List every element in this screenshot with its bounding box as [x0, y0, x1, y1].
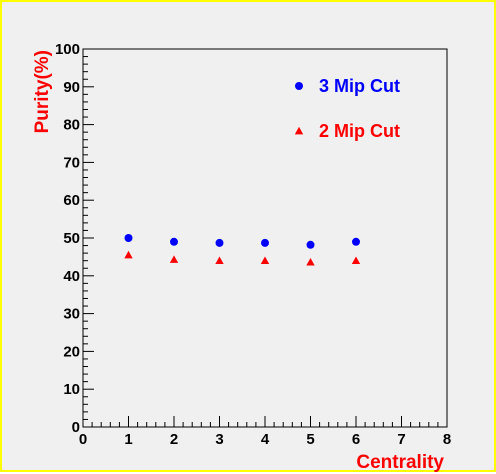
- legend-label: 2 Mip Cut: [319, 121, 400, 141]
- legend-marker-circle: [295, 82, 303, 90]
- x-tick-label: 8: [443, 431, 451, 448]
- data-point-circle: [352, 237, 360, 246]
- legend-label: 3 Mip Cut: [319, 76, 400, 96]
- x-tick-label: 4: [261, 431, 270, 448]
- data-marks: [124, 234, 361, 266]
- y-tick-label: 30: [63, 306, 80, 323]
- data-point-circle: [124, 234, 133, 242]
- x-tick-label: 7: [397, 431, 405, 448]
- y-tick-label: 100: [55, 41, 80, 58]
- plot-frame: [82, 48, 448, 428]
- x-tick-label: 1: [124, 431, 132, 448]
- y-tick-label: 50: [63, 230, 80, 247]
- x-axis-ticks: 0 1 2 3 4 5 6 7 8: [79, 416, 451, 448]
- legend-marker-triangle: [294, 126, 304, 135]
- y-tick-label: 70: [63, 154, 80, 171]
- y-tick-label: 10: [63, 381, 80, 398]
- data-point-triangle: [260, 256, 270, 265]
- legend: 3 Mip Cut 2 Mip Cut: [294, 76, 400, 141]
- y-axis-title: Purity(%): [32, 50, 53, 133]
- data-point-triangle: [351, 256, 361, 265]
- x-tick-label: 5: [306, 431, 314, 448]
- x-tick-label: 2: [170, 431, 178, 448]
- data-point-circle: [306, 240, 315, 249]
- y-tick-label: 60: [63, 192, 80, 209]
- data-point-circle: [261, 238, 269, 247]
- data-point-triangle: [169, 255, 179, 263]
- data-point-triangle: [124, 250, 133, 259]
- data-point-triangle: [215, 256, 224, 265]
- x-tick-label: 3: [215, 431, 223, 448]
- data-point-triangle: [306, 257, 315, 266]
- data-point-circle: [170, 237, 178, 246]
- y-tick-label: 20: [63, 343, 80, 360]
- x-tick-label: 6: [352, 431, 360, 448]
- y-tick-label: 90: [63, 79, 80, 96]
- y-tick-label: 40: [63, 268, 80, 285]
- data-point-circle: [215, 238, 224, 247]
- y-axis-ticks: 0 10 20 30 40 50 60 70 80 90 100: [55, 41, 94, 436]
- y-tick-label: 0: [72, 419, 80, 436]
- x-tick-label: 0: [79, 431, 87, 448]
- x-axis-title: Centrality: [356, 452, 444, 473]
- y-tick-label: 80: [63, 117, 80, 134]
